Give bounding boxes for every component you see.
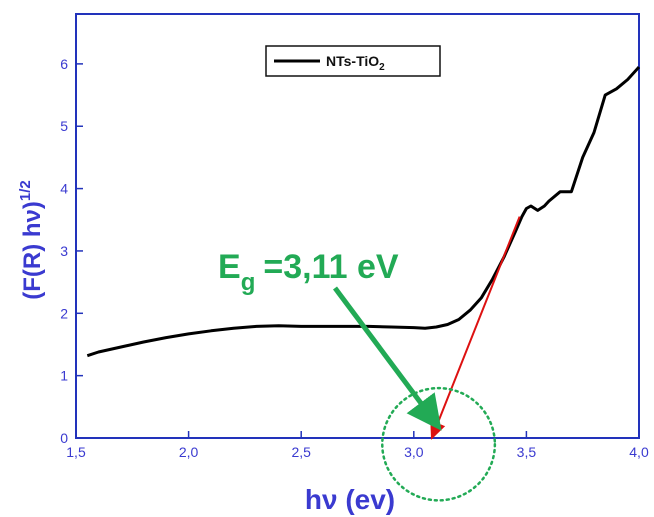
band-gap-highlight-circle: [381, 386, 497, 502]
x-tick-label: 1,5: [66, 444, 86, 460]
x-tick-label: 2,0: [179, 444, 199, 460]
y-tick-label: 0: [60, 430, 68, 446]
legend: NTs-TiO2: [265, 45, 441, 77]
band-gap-annotation: Eg =3,11 eV: [218, 248, 399, 296]
series-line-nts-tio2: [86, 65, 641, 358]
y-tick-label: 2: [60, 305, 68, 321]
y-tick-label: 1: [60, 368, 68, 384]
y-axis-ticks: 0 1 2 3 4 5 6: [60, 56, 83, 446]
y-tick-label: 5: [60, 118, 68, 134]
x-tick-label: 4,0: [629, 444, 649, 460]
x-tick-label: 3,5: [517, 444, 537, 460]
y-tick-label: 6: [60, 56, 68, 72]
band-gap-arrow: [332, 286, 442, 431]
x-axis-ticks: 1,5 2,0 2,5 3,0 3,5 4,0: [66, 431, 649, 460]
x-tick-label: 2,5: [291, 444, 311, 460]
x-tick-label: 3,0: [404, 444, 424, 460]
legend-label: NTs-TiO2: [326, 53, 385, 73]
tangent-line: [430, 216, 521, 440]
x-axis-title: hν (ev): [305, 484, 395, 515]
y-axis-title: (F(R) hν)1/2: [17, 180, 46, 300]
plot-frame: [75, 13, 640, 439]
y-tick-label: 4: [60, 181, 68, 197]
y-tick-label: 3: [60, 243, 68, 259]
